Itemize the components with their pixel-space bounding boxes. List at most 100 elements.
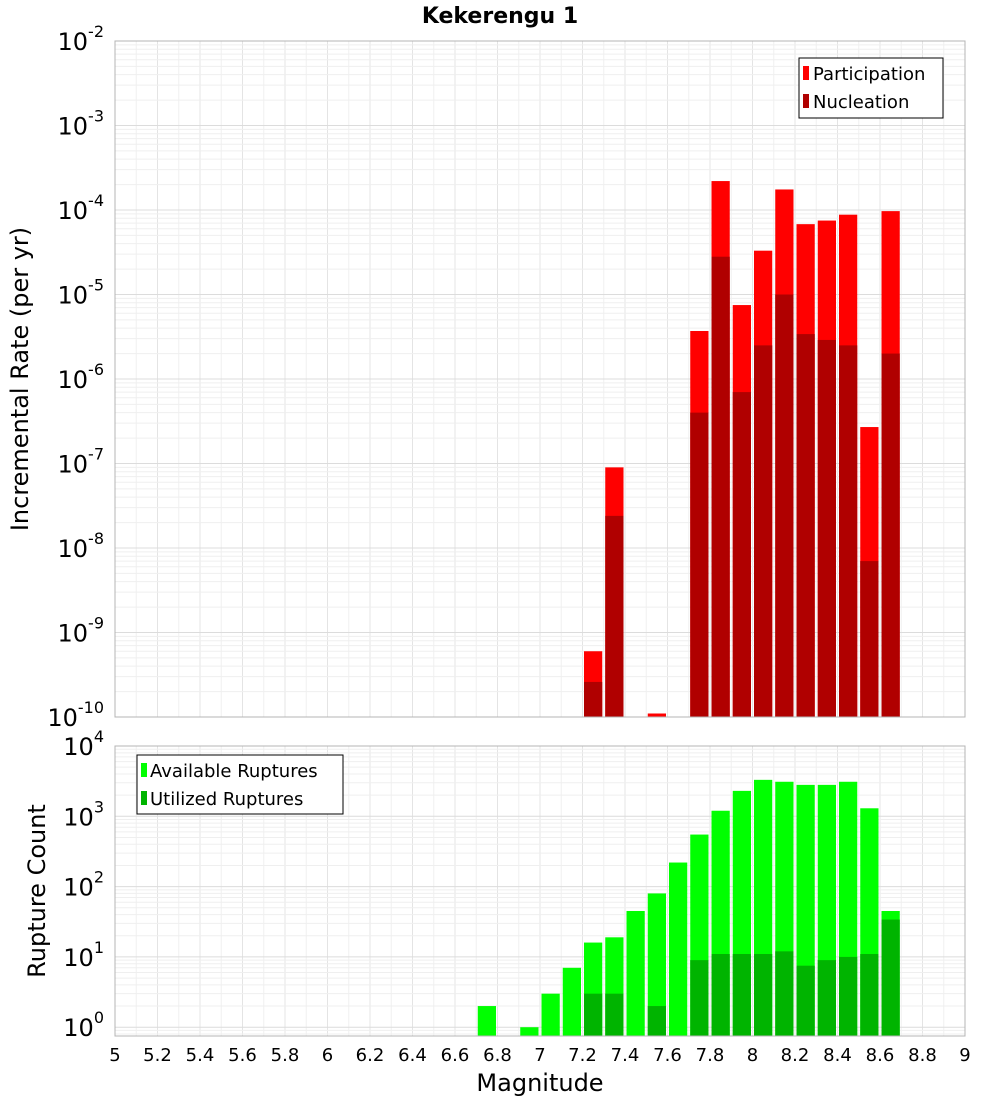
x-tick-label: 8.2: [781, 1045, 810, 1066]
x-tick-label: 5.2: [143, 1045, 172, 1066]
x-tick-label: 7: [534, 1045, 545, 1066]
legend-swatch-participation: [803, 66, 809, 80]
y-tick-exponent: 2: [94, 868, 104, 887]
y-tick-base: 10: [58, 197, 89, 225]
x-tick-label: 6.8: [483, 1045, 512, 1066]
x-axis-label: Magnitude: [476, 1069, 603, 1097]
y-tick-base: 10: [58, 113, 89, 141]
y-tick-exponent: 1: [94, 938, 104, 957]
y-tick-exponent: -3: [88, 107, 104, 126]
y-tick-label: 10-5: [58, 276, 105, 310]
bar-utilized-ruptures: [754, 954, 773, 1036]
x-tick-label: 5.6: [228, 1045, 257, 1066]
bar-nucleation: [860, 561, 879, 717]
top-y-axis-label: Incremental Rate (per yr): [6, 227, 34, 531]
y-tick-exponent: -8: [88, 529, 104, 548]
top-legend: Participation Nucleation: [798, 57, 944, 119]
y-tick-base: 10: [63, 944, 94, 972]
bar-nucleation: [711, 256, 730, 717]
bar-utilized-ruptures: [839, 956, 858, 1036]
bar-nucleation: [605, 515, 624, 717]
y-tick-label: 100: [63, 1008, 104, 1042]
y-tick-label: 10-8: [58, 529, 105, 563]
bar-utilized-ruptures: [711, 954, 730, 1036]
y-tick-label: 10-10: [47, 698, 104, 732]
bottom-bars: [477, 779, 900, 1036]
x-ticks: 5 5.2 5.4 5.6 5.8 6 6.2 6.4 6.6 6.8 7 7.2 7.4 7.6 7.8 8…: [109, 1045, 970, 1066]
y-tick-base: 10: [58, 451, 89, 479]
y-tick-base: 10: [63, 733, 94, 761]
bar-utilized-ruptures: [775, 951, 794, 1036]
bar-available-ruptures: [477, 1006, 496, 1036]
bar-nucleation: [754, 345, 773, 717]
y-tick-label: 10-6: [58, 360, 105, 394]
x-tick-label: 8: [747, 1045, 758, 1066]
y-tick-base: 10: [63, 1014, 94, 1042]
bar-utilized-ruptures: [796, 965, 815, 1036]
bar-available-ruptures: [669, 862, 688, 1036]
y-tick-base: 10: [47, 704, 78, 732]
y-tick-base: 10: [63, 803, 94, 831]
x-tick-label: 5: [109, 1045, 120, 1066]
top-plot-frame: [114, 40, 966, 718]
bottom-y-axis-label: Rupture Count: [23, 804, 51, 978]
bar-utilized-ruptures: [732, 954, 751, 1036]
x-tick-label: 8.8: [908, 1045, 937, 1066]
y-tick-label: 10-4: [58, 191, 105, 225]
y-tick-label: 10-3: [58, 107, 105, 141]
bar-utilized-ruptures: [605, 993, 624, 1036]
y-tick-base: 10: [63, 874, 94, 902]
bottom-legend-box: [136, 754, 344, 815]
x-tick-label: 7.8: [696, 1045, 725, 1066]
bar-available-ruptures: [647, 893, 666, 1036]
bar-utilized-ruptures: [690, 960, 709, 1036]
x-tick-label: 8.4: [823, 1045, 852, 1066]
legend-label-nucleation: Nucleation: [813, 92, 909, 113]
bar-available-ruptures: [541, 993, 560, 1036]
bar-utilized-ruptures: [817, 960, 836, 1036]
bar-available-ruptures: [520, 1027, 539, 1036]
y-tick-base: 10: [58, 28, 89, 56]
y-tick-exponent: -10: [78, 698, 104, 717]
bottom-plot-frame: [114, 745, 966, 1037]
y-tick-base: 10: [58, 282, 89, 310]
y-tick-exponent: -2: [88, 22, 104, 41]
legend-label-available: Available Ruptures: [150, 761, 318, 782]
y-tick-label: 10-7: [58, 445, 105, 479]
y-tick-label: 10-9: [58, 614, 105, 648]
x-tick-label: 7.6: [653, 1045, 682, 1066]
bar-utilized-ruptures: [860, 954, 879, 1036]
x-tick-label: 5.8: [271, 1045, 300, 1066]
x-tick-label: 5.4: [186, 1045, 215, 1066]
bar-nucleation: [732, 392, 751, 717]
y-tick-label: 10-2: [58, 22, 105, 56]
y-tick-exponent: -5: [88, 276, 104, 295]
y-tick-base: 10: [58, 366, 89, 394]
bar-available-ruptures: [562, 967, 581, 1036]
bar-nucleation: [881, 353, 900, 717]
legend-swatch-available: [141, 763, 147, 777]
bar-nucleation: [796, 334, 815, 717]
bar-available-ruptures: [626, 910, 645, 1036]
x-tick-label: 6.2: [356, 1045, 385, 1066]
bar-nucleation: [775, 294, 794, 717]
y-tick-exponent: 3: [94, 797, 104, 816]
y-tick-label: 103: [63, 797, 104, 831]
top-grid: [114, 40, 966, 718]
bottom-legend: Available Ruptures Utilized Ruptures: [136, 754, 344, 815]
legend-label-utilized: Utilized Ruptures: [150, 789, 303, 810]
y-tick-base: 10: [58, 620, 89, 648]
bar-participation: [647, 713, 666, 717]
x-tick-label: 7.4: [611, 1045, 640, 1066]
chart-title: Kekerengu 1: [422, 4, 578, 29]
legend-swatch-nucleation: [803, 94, 809, 108]
y-tick-label: 101: [63, 938, 104, 972]
y-tick-base: 10: [58, 535, 89, 563]
y-tick-label: 104: [63, 727, 104, 761]
bar-nucleation: [584, 681, 603, 717]
x-tick-label: 6.4: [398, 1045, 427, 1066]
